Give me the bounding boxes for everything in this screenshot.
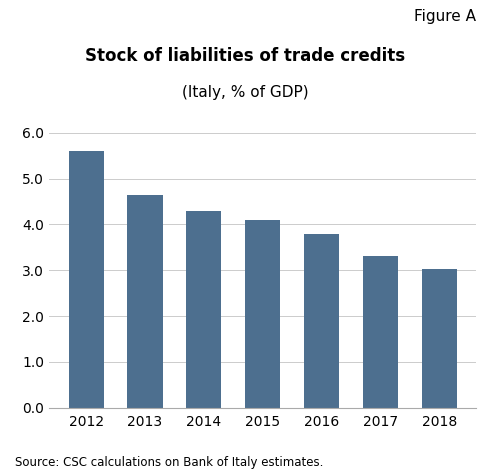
Bar (422, 269, 457, 408)
Bar (363, 256, 398, 408)
Bar (127, 195, 163, 408)
Bar (69, 151, 104, 408)
Text: (Italy, % of GDP): (Italy, % of GDP) (182, 85, 309, 100)
Bar (186, 210, 221, 408)
Text: Stock of liabilities of trade credits: Stock of liabilities of trade credits (85, 47, 406, 65)
Bar (245, 220, 280, 408)
Bar (304, 234, 339, 408)
Text: Figure A: Figure A (414, 9, 476, 25)
Text: Source: CSC calculations on Bank of Italy estimates.: Source: CSC calculations on Bank of Ital… (15, 456, 323, 469)
